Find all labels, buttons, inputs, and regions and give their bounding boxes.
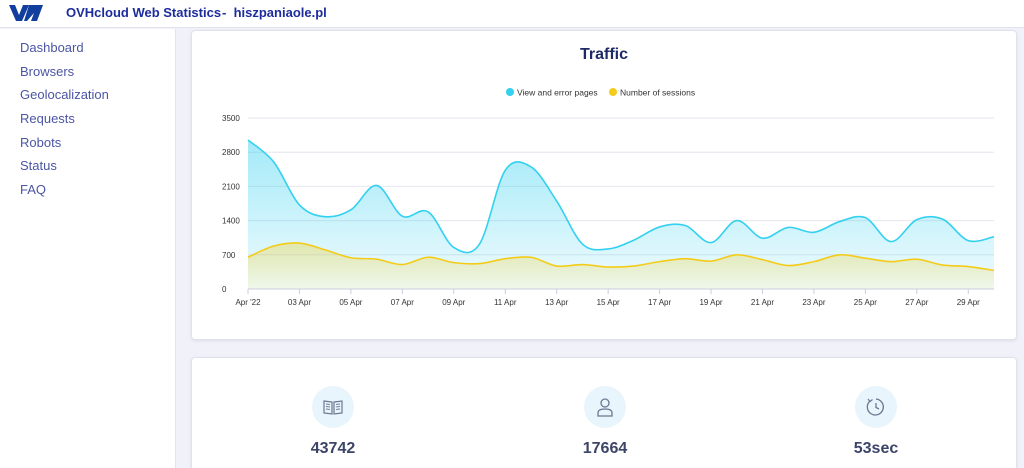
- top-bar: OVHcloud Web Statistics - hiszpaniaole.p…: [0, 0, 1024, 28]
- user-icon: [584, 386, 626, 428]
- sidebar-item-geolocalization[interactable]: Geolocalization: [20, 87, 109, 103]
- traffic-chart: View and error pages Number of sessions 0…: [222, 88, 995, 307]
- x-tick-label: 27 Apr: [905, 298, 928, 307]
- stat-duration-value: 53sec: [853, 440, 899, 457]
- legend-label: Number of sessions: [620, 88, 695, 98]
- y-tick-label: 2100: [222, 182, 240, 191]
- series-line-0: [247, 139, 995, 254]
- x-tick-label: 17 Apr: [648, 298, 671, 307]
- stats-card: 43742 17664 53sec: [191, 357, 1017, 468]
- x-tick-label: 23 Apr: [802, 298, 825, 307]
- site-name: - hiszpaniaole.pl: [222, 5, 327, 20]
- chart-legend: View and error pages Number of sessions: [506, 88, 695, 98]
- x-tick-label: 19 Apr: [699, 298, 722, 307]
- sidebar: Dashboard Browsers Geolocalization Reque…: [0, 29, 176, 468]
- x-axis: Apr '22 03 Apr 05 Apr 07 Apr 09 Apr 11 Apr 13 …: [235, 288, 994, 307]
- stat-duration: 53sec: [816, 386, 936, 458]
- stat-pages-value: 43742: [310, 440, 356, 457]
- x-tick-label: 13 Apr: [545, 298, 568, 307]
- chart-title: Traffic: [579, 46, 628, 63]
- sidebar-item-requests[interactable]: Requests: [20, 111, 75, 127]
- title-separator: -: [222, 5, 227, 20]
- series-area-0: [248, 139, 994, 289]
- x-tick-label: 25 Apr: [854, 298, 877, 307]
- y-tick-label: 3500: [222, 114, 240, 123]
- x-tick-label: 05 Apr: [339, 298, 362, 307]
- sidebar-item-status[interactable]: Status: [20, 158, 57, 174]
- y-tick-label: 700: [222, 251, 236, 260]
- x-tick-label: 09 Apr: [442, 298, 465, 307]
- app-title: OVHcloud Web Statistics: [66, 5, 222, 20]
- traffic-chart-card: Traffic View and error pages Number of se…: [191, 30, 1017, 340]
- x-tick-label: Apr '22: [235, 298, 261, 307]
- sidebar-item-robots[interactable]: Robots: [20, 134, 62, 150]
- sidebar-item-faq[interactable]: FAQ: [20, 182, 47, 198]
- x-tick-label: 29 Apr: [957, 298, 980, 307]
- y-tick-label: 0: [222, 285, 227, 294]
- legend-label: View and error pages: [517, 88, 598, 98]
- site-domain: hiszpaniaole.pl: [233, 5, 327, 20]
- y-tick-label: 2800: [222, 148, 240, 157]
- x-tick-label: 11 Apr: [494, 298, 517, 307]
- legend-marker: [506, 88, 514, 96]
- x-tick-label: 07 Apr: [391, 298, 414, 307]
- stat-pages: 43742: [273, 386, 393, 458]
- sidebar-nav: Dashboard Browsers Geolocalization Reque…: [0, 29, 175, 205]
- book-icon: [312, 386, 354, 428]
- x-tick-label: 03 Apr: [288, 298, 311, 307]
- x-tick-label: 15 Apr: [597, 298, 620, 307]
- chart-series: [247, 139, 995, 289]
- stat-sessions: 17664: [545, 386, 665, 458]
- x-tick-label: 21 Apr: [751, 298, 774, 307]
- sidebar-item-browsers[interactable]: Browsers: [20, 63, 75, 79]
- ovh-logo-icon[interactable]: [8, 3, 44, 23]
- legend-marker: [609, 88, 617, 96]
- sidebar-item-dashboard[interactable]: Dashboard: [20, 40, 84, 55]
- clock-icon: [855, 386, 897, 428]
- series-line-1: [247, 242, 995, 272]
- y-tick-label: 1400: [222, 217, 240, 226]
- stat-sessions-value: 17664: [582, 440, 628, 457]
- series-area-1: [248, 242, 994, 289]
